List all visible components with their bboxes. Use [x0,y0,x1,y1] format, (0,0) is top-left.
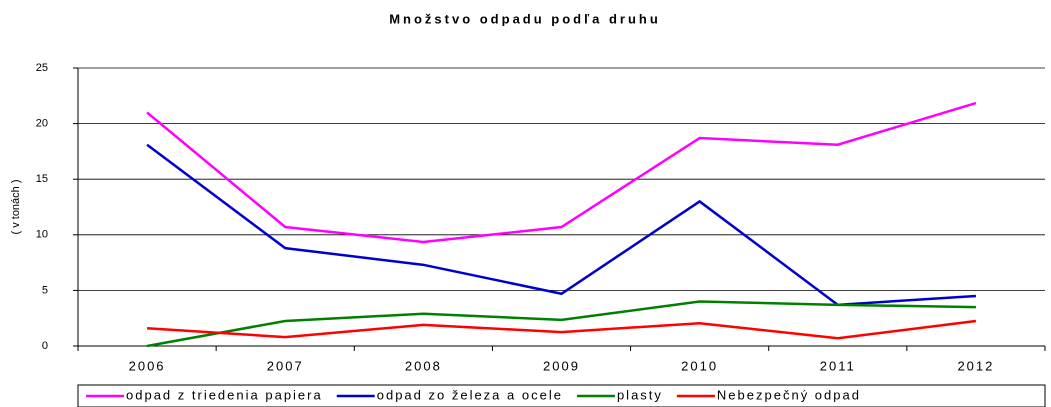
series-line [146,143,977,307]
x-tick-label: 2006 [129,358,166,373]
x-tick-label: 2012 [957,358,994,373]
y-tick-label: 25 [36,62,48,74]
y-tick-label: 0 [42,340,48,352]
y-tick-label: 10 [36,229,48,241]
legend-label: odpad zo železa a ocele [377,387,563,402]
x-tick-label: 2007 [267,358,304,373]
y-tick-label: 20 [36,118,48,130]
series-line [146,101,977,244]
legend-label: plasty [617,387,663,402]
x-tick-label: 2011 [820,358,856,373]
series-line [146,300,976,348]
y-axis-label: ( v tonách ) [10,179,22,234]
legend-label: odpad z triedenia papiera [126,387,323,402]
x-tick-label: 2010 [681,358,718,373]
y-tick-label: 15 [36,173,48,185]
legend-box [77,384,1046,407]
series-line [146,319,977,340]
legend-label: Nebezpečný odpad [717,387,861,402]
x-tick-label: 2008 [405,358,442,373]
y-tick-label: 5 [42,284,48,296]
x-tick-label: 2009 [543,358,580,373]
chart-title: Množstvo odpadu podľa druhu [389,11,661,26]
